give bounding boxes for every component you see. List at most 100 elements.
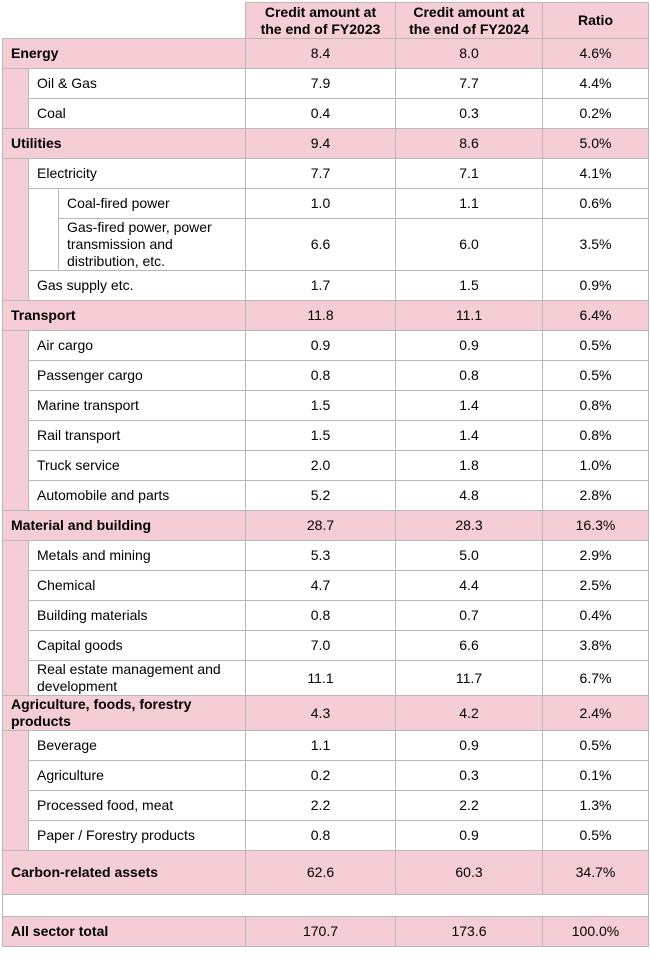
value-cell: 1.4 xyxy=(395,420,543,451)
table-row: Metals and mining 5.3 5.0 2.9% xyxy=(2,540,649,696)
value-cell: 62.6 xyxy=(245,850,396,895)
value-cell: 28.7 xyxy=(245,510,396,541)
value-cell: 1.4 xyxy=(395,390,543,421)
row-label: Carbon-related assets xyxy=(2,850,246,895)
value-cell: 0.3 xyxy=(395,760,543,791)
value-cell: 6.0 xyxy=(395,218,543,271)
value-cell: 6.4% xyxy=(542,300,649,331)
value-cell: 0.4 xyxy=(245,98,396,129)
row-label: Agriculture, foods, forestry products xyxy=(2,695,246,731)
value-cell: 0.7 xyxy=(395,600,543,631)
table-row: Transport 11.8 11.1 6.4% xyxy=(2,300,649,331)
value-cell: 6.6 xyxy=(245,218,396,271)
value-cell: 0.4% xyxy=(542,600,649,631)
value-cell: 28.3 xyxy=(395,510,543,541)
value-cell: 0.5% xyxy=(542,360,649,391)
row-label: Building materials xyxy=(28,600,246,631)
table-row: Electricity 7.7 7.1 4.1% xyxy=(2,158,649,301)
value-cell: 0.9 xyxy=(245,330,396,361)
value-cell: 1.5 xyxy=(395,270,543,301)
value-cell: 2.2 xyxy=(395,790,543,821)
value-cell: 7.7 xyxy=(395,68,543,99)
spacer-cell xyxy=(2,894,649,917)
table-row: Capital goods 7.0 6.6 3.8% xyxy=(3,630,649,661)
value-cell: 4.7 xyxy=(245,570,396,601)
value-cell: 3.8% xyxy=(542,630,649,661)
row-label: Coal xyxy=(28,98,246,129)
value-cell: 1.5 xyxy=(245,390,396,421)
table-row: Passenger cargo 0.8 0.8 0.5% xyxy=(3,360,649,391)
value-cell: 11.1 xyxy=(395,300,543,331)
value-cell: 11.7 xyxy=(395,660,543,696)
credit-table: Credit amount at the end of FY2023 Credi… xyxy=(2,2,649,947)
table-row: Real estate management and development 11… xyxy=(3,660,649,696)
value-cell: 7.7 xyxy=(245,158,396,189)
spacer-row xyxy=(2,894,649,917)
table-row: Truck service 2.0 1.8 1.0% xyxy=(3,450,649,481)
row-label: Real estate management and development xyxy=(28,660,246,696)
value-cell: 0.5% xyxy=(542,820,649,851)
table-row: Air cargo 0.9 0.9 0.5% xyxy=(2,330,649,511)
table-row: Carbon-related assets 62.6 60.3 34.7% xyxy=(2,850,649,895)
value-cell: 1.7 xyxy=(245,270,396,301)
value-cell: 0.9 xyxy=(395,820,543,851)
value-cell: 1.5 xyxy=(245,420,396,451)
indent-strip-inner xyxy=(28,188,59,271)
value-cell: 6.6 xyxy=(395,630,543,661)
value-cell: 173.6 xyxy=(395,916,543,947)
row-label: Paper / Forestry products xyxy=(28,820,246,851)
column-header: Ratio xyxy=(542,2,649,39)
value-cell: 2.2 xyxy=(245,790,396,821)
value-cell: 1.8 xyxy=(395,450,543,481)
value-cell: 4.1% xyxy=(542,158,649,189)
value-cell: 170.7 xyxy=(245,916,396,947)
value-cell: 4.6% xyxy=(542,38,649,69)
value-cell: 0.8% xyxy=(542,420,649,451)
value-cell: 3.5% xyxy=(542,218,649,271)
table-row: Utilities 9.4 8.6 5.0% xyxy=(2,128,649,159)
row-label: Transport xyxy=(2,300,246,331)
table-row: Marine transport 1.5 1.4 0.8% xyxy=(3,390,649,421)
value-cell: 11.8 xyxy=(245,300,396,331)
value-cell: 8.4 xyxy=(245,38,396,69)
table-row: Processed food, meat 2.2 2.2 1.3% xyxy=(3,790,649,821)
row-label: Beverage xyxy=(28,730,246,761)
column-header: Credit amount at the end of FY2023 xyxy=(245,2,396,39)
value-cell: 2.0 xyxy=(245,450,396,481)
row-label: Rail transport xyxy=(28,420,246,451)
value-cell: 60.3 xyxy=(395,850,543,895)
table-row: Material and building 28.7 28.3 16.3% xyxy=(2,510,649,541)
value-cell: 5.0% xyxy=(542,128,649,159)
value-cell: 2.5% xyxy=(542,570,649,601)
value-cell: 1.3% xyxy=(542,790,649,821)
table-row: Paper / Forestry products 0.8 0.9 0.5% xyxy=(3,820,649,851)
value-cell: 0.2% xyxy=(542,98,649,129)
corner-cell xyxy=(2,2,246,39)
row-label: Chemical xyxy=(28,570,246,601)
indent-strip xyxy=(2,68,29,129)
value-cell: 2.4% xyxy=(542,695,649,731)
row-label: Automobile and parts xyxy=(28,480,246,511)
value-cell: 8.0 xyxy=(395,38,543,69)
row-label: Agriculture xyxy=(28,760,246,791)
table-row: Gas supply etc. 1.7 1.5 0.9% xyxy=(3,270,649,301)
row-label: All sector total xyxy=(2,916,246,947)
value-cell: 7.0 xyxy=(245,630,396,661)
value-cell: 4.8 xyxy=(395,480,543,511)
value-cell: 0.8 xyxy=(245,600,396,631)
row-label: Metals and mining xyxy=(28,540,246,571)
table-row: All sector total 170.7 173.6 100.0% xyxy=(2,916,649,947)
row-label: Truck service xyxy=(28,450,246,481)
value-cell: 1.1 xyxy=(245,730,396,761)
value-cell: 0.9 xyxy=(395,730,543,761)
table-row: Coal 0.4 0.3 0.2% xyxy=(3,98,649,129)
table-row: Energy 8.4 8.0 4.6% xyxy=(2,38,649,69)
value-cell: 2.9% xyxy=(542,540,649,571)
row-label: Utilities xyxy=(2,128,246,159)
table-row: Agriculture 0.2 0.3 0.1% xyxy=(3,760,649,791)
table-row: Coal-fired power 1.0 1.1 0.6% xyxy=(3,188,649,271)
value-cell: 0.8 xyxy=(245,360,396,391)
value-cell: 0.5% xyxy=(542,730,649,761)
table-row: Chemical 4.7 4.4 2.5% xyxy=(3,570,649,601)
value-cell: 5.0 xyxy=(395,540,543,571)
